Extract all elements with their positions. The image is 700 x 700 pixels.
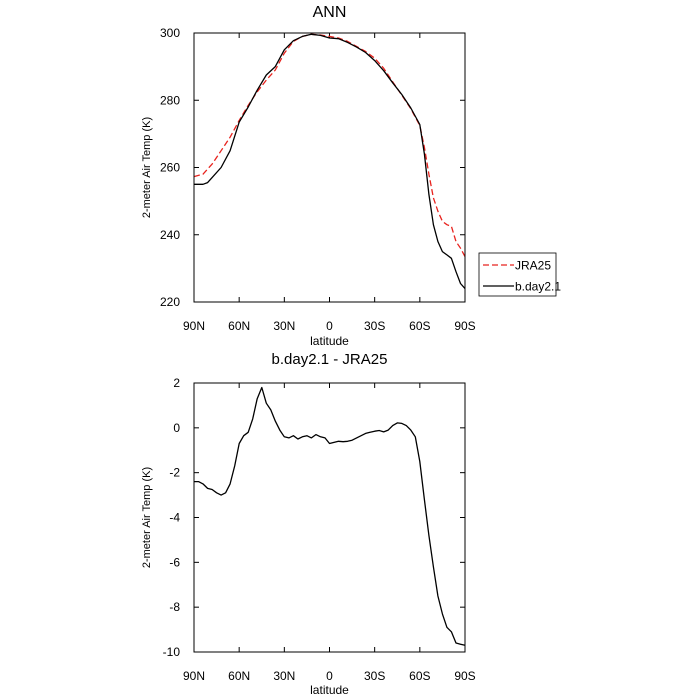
y-tick-label: 220 [160, 295, 180, 309]
bottom-panel: b.day2.1 - JRA25 2 0 -2 -4 -6 -8 -10 90N 60N 30N… [141, 351, 476, 697]
top-x-ticks: 90N 60N 30N 0 30S 60S 90S [183, 33, 476, 333]
x-tick-label: 90S [454, 319, 475, 333]
y-tick-label: -10 [163, 645, 181, 659]
legend-label-bday21: b.day2.1 [515, 280, 561, 294]
y-tick-label: -2 [169, 466, 180, 480]
top-chart-title: ANN [313, 4, 347, 21]
x-tick-label: 30N [273, 669, 295, 683]
bottom-series-lines [194, 386, 466, 646]
x-tick-label: 30N [273, 319, 295, 333]
x-tick-label: 60S [409, 669, 430, 683]
y-tick-label: 280 [160, 93, 180, 107]
x-tick-label: 30S [364, 319, 385, 333]
bottom-x-axis-label: latitude [310, 683, 349, 697]
y-tick-label: 2 [173, 376, 180, 390]
y-tick-label: -6 [169, 555, 180, 569]
y-tick-label: 240 [160, 228, 180, 242]
y-tick-label: -4 [169, 511, 180, 525]
top-series-lines [193, 33, 466, 290]
bottom-y-axis-label: 2-meter Air Temp (K) [141, 467, 153, 568]
x-tick-label: 60S [409, 319, 430, 333]
legend-label-jra25: JRA25 [515, 259, 551, 273]
bottom-plot-frame [193, 382, 466, 653]
series-line-bday21 [194, 33, 466, 290]
legend-box [478, 252, 557, 297]
x-tick-label: 90N [183, 319, 205, 333]
x-tick-label: 60N [228, 669, 250, 683]
top-y-axis-label: 2-meter Air Temp (K) [141, 117, 153, 218]
x-tick-label: 30S [364, 669, 385, 683]
y-tick-label: 0 [173, 421, 180, 435]
x-tick-label: 90S [454, 669, 475, 683]
x-tick-label: 60N [228, 319, 250, 333]
y-tick-label: 300 [160, 26, 180, 40]
x-tick-label: 0 [326, 319, 333, 333]
top-x-axis-label: latitude [310, 334, 349, 348]
legend: JRA25 b.day2.1 [478, 252, 561, 297]
bottom-x-ticks: 90N 60N 30N 0 30S 60S 90S [183, 383, 476, 683]
top-y-ticks: 220 240 260 280 300 [160, 26, 465, 309]
bottom-chart-title: b.day2.1 - JRA25 [272, 351, 388, 368]
bottom-y-ticks: 2 0 -2 -4 -6 -8 -10 [163, 376, 465, 659]
series-line-jra25 [193, 33, 466, 257]
top-plot-frame [193, 32, 466, 303]
y-tick-label: -8 [169, 600, 180, 614]
difference-line [194, 386, 466, 646]
x-tick-label: 0 [326, 669, 333, 683]
y-tick-label: 260 [160, 161, 180, 175]
x-tick-label: 90N [183, 669, 205, 683]
